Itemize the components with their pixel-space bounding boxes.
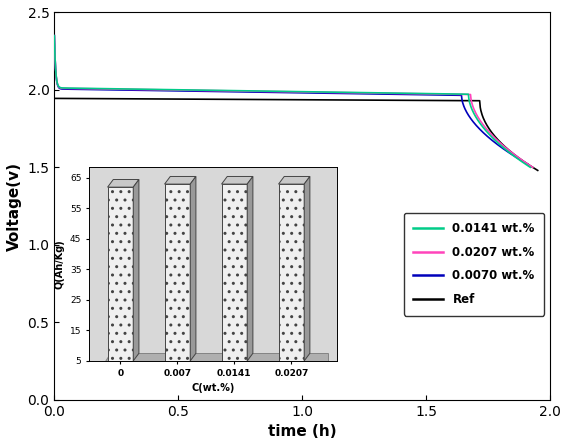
Legend: 0.0141 wt.%, 0.0207 wt.%, 0.0070 wt.%, Ref: 0.0141 wt.%, 0.0207 wt.%, 0.0070 wt.%, R… <box>404 213 544 315</box>
X-axis label: time (h): time (h) <box>268 424 337 439</box>
Y-axis label: Voltage(v): Voltage(v) <box>7 161 22 251</box>
